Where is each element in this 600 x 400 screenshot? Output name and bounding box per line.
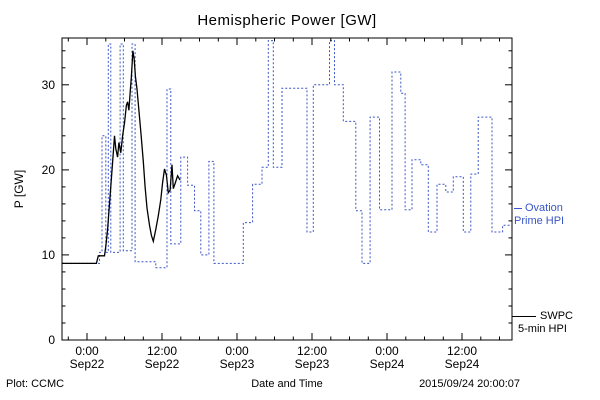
svg-text:Sep23: Sep23 [295,357,330,371]
chart-title: Hemispheric Power [GW] [197,12,377,29]
svg-text:Sep22: Sep22 [70,357,105,371]
svg-text:0: 0 [48,333,55,347]
legend-swpc: SWPC 5-min HPI [512,310,573,336]
svg-text:12:00: 12:00 [297,344,327,358]
legend-swpc-label-1: SWPC [540,310,573,322]
ovation-line-sample-icon [514,207,522,209]
svg-text:20: 20 [42,163,56,177]
legend-ovation-label-2: Prime HPI [514,215,565,227]
legend-ovation: Ovation Prime HPI [514,202,564,228]
swpc-line-sample-icon [512,315,536,317]
svg-text:Sep24: Sep24 [445,357,480,371]
x-axis-label: Date and Time [251,378,323,390]
svg-text:0:00: 0:00 [225,344,249,358]
svg-text:0:00: 0:00 [75,344,99,358]
svg-text:0:00: 0:00 [375,344,399,358]
plot-credit: Plot: CCMC [6,378,65,390]
timestamp: 2015/09/24 20:00:07 [419,378,520,390]
legend-ovation-label-1: Ovation [525,202,563,214]
svg-text:10: 10 [42,248,56,262]
legend-swpc-label-2: 5-min HPI [518,323,567,335]
svg-text:Sep24: Sep24 [370,357,405,371]
svg-text:Sep22: Sep22 [145,357,180,371]
svg-text:30: 30 [42,78,56,92]
svg-text:Sep23: Sep23 [220,357,255,371]
svg-text:12:00: 12:00 [447,344,477,358]
svg-text:12:00: 12:00 [147,344,177,358]
